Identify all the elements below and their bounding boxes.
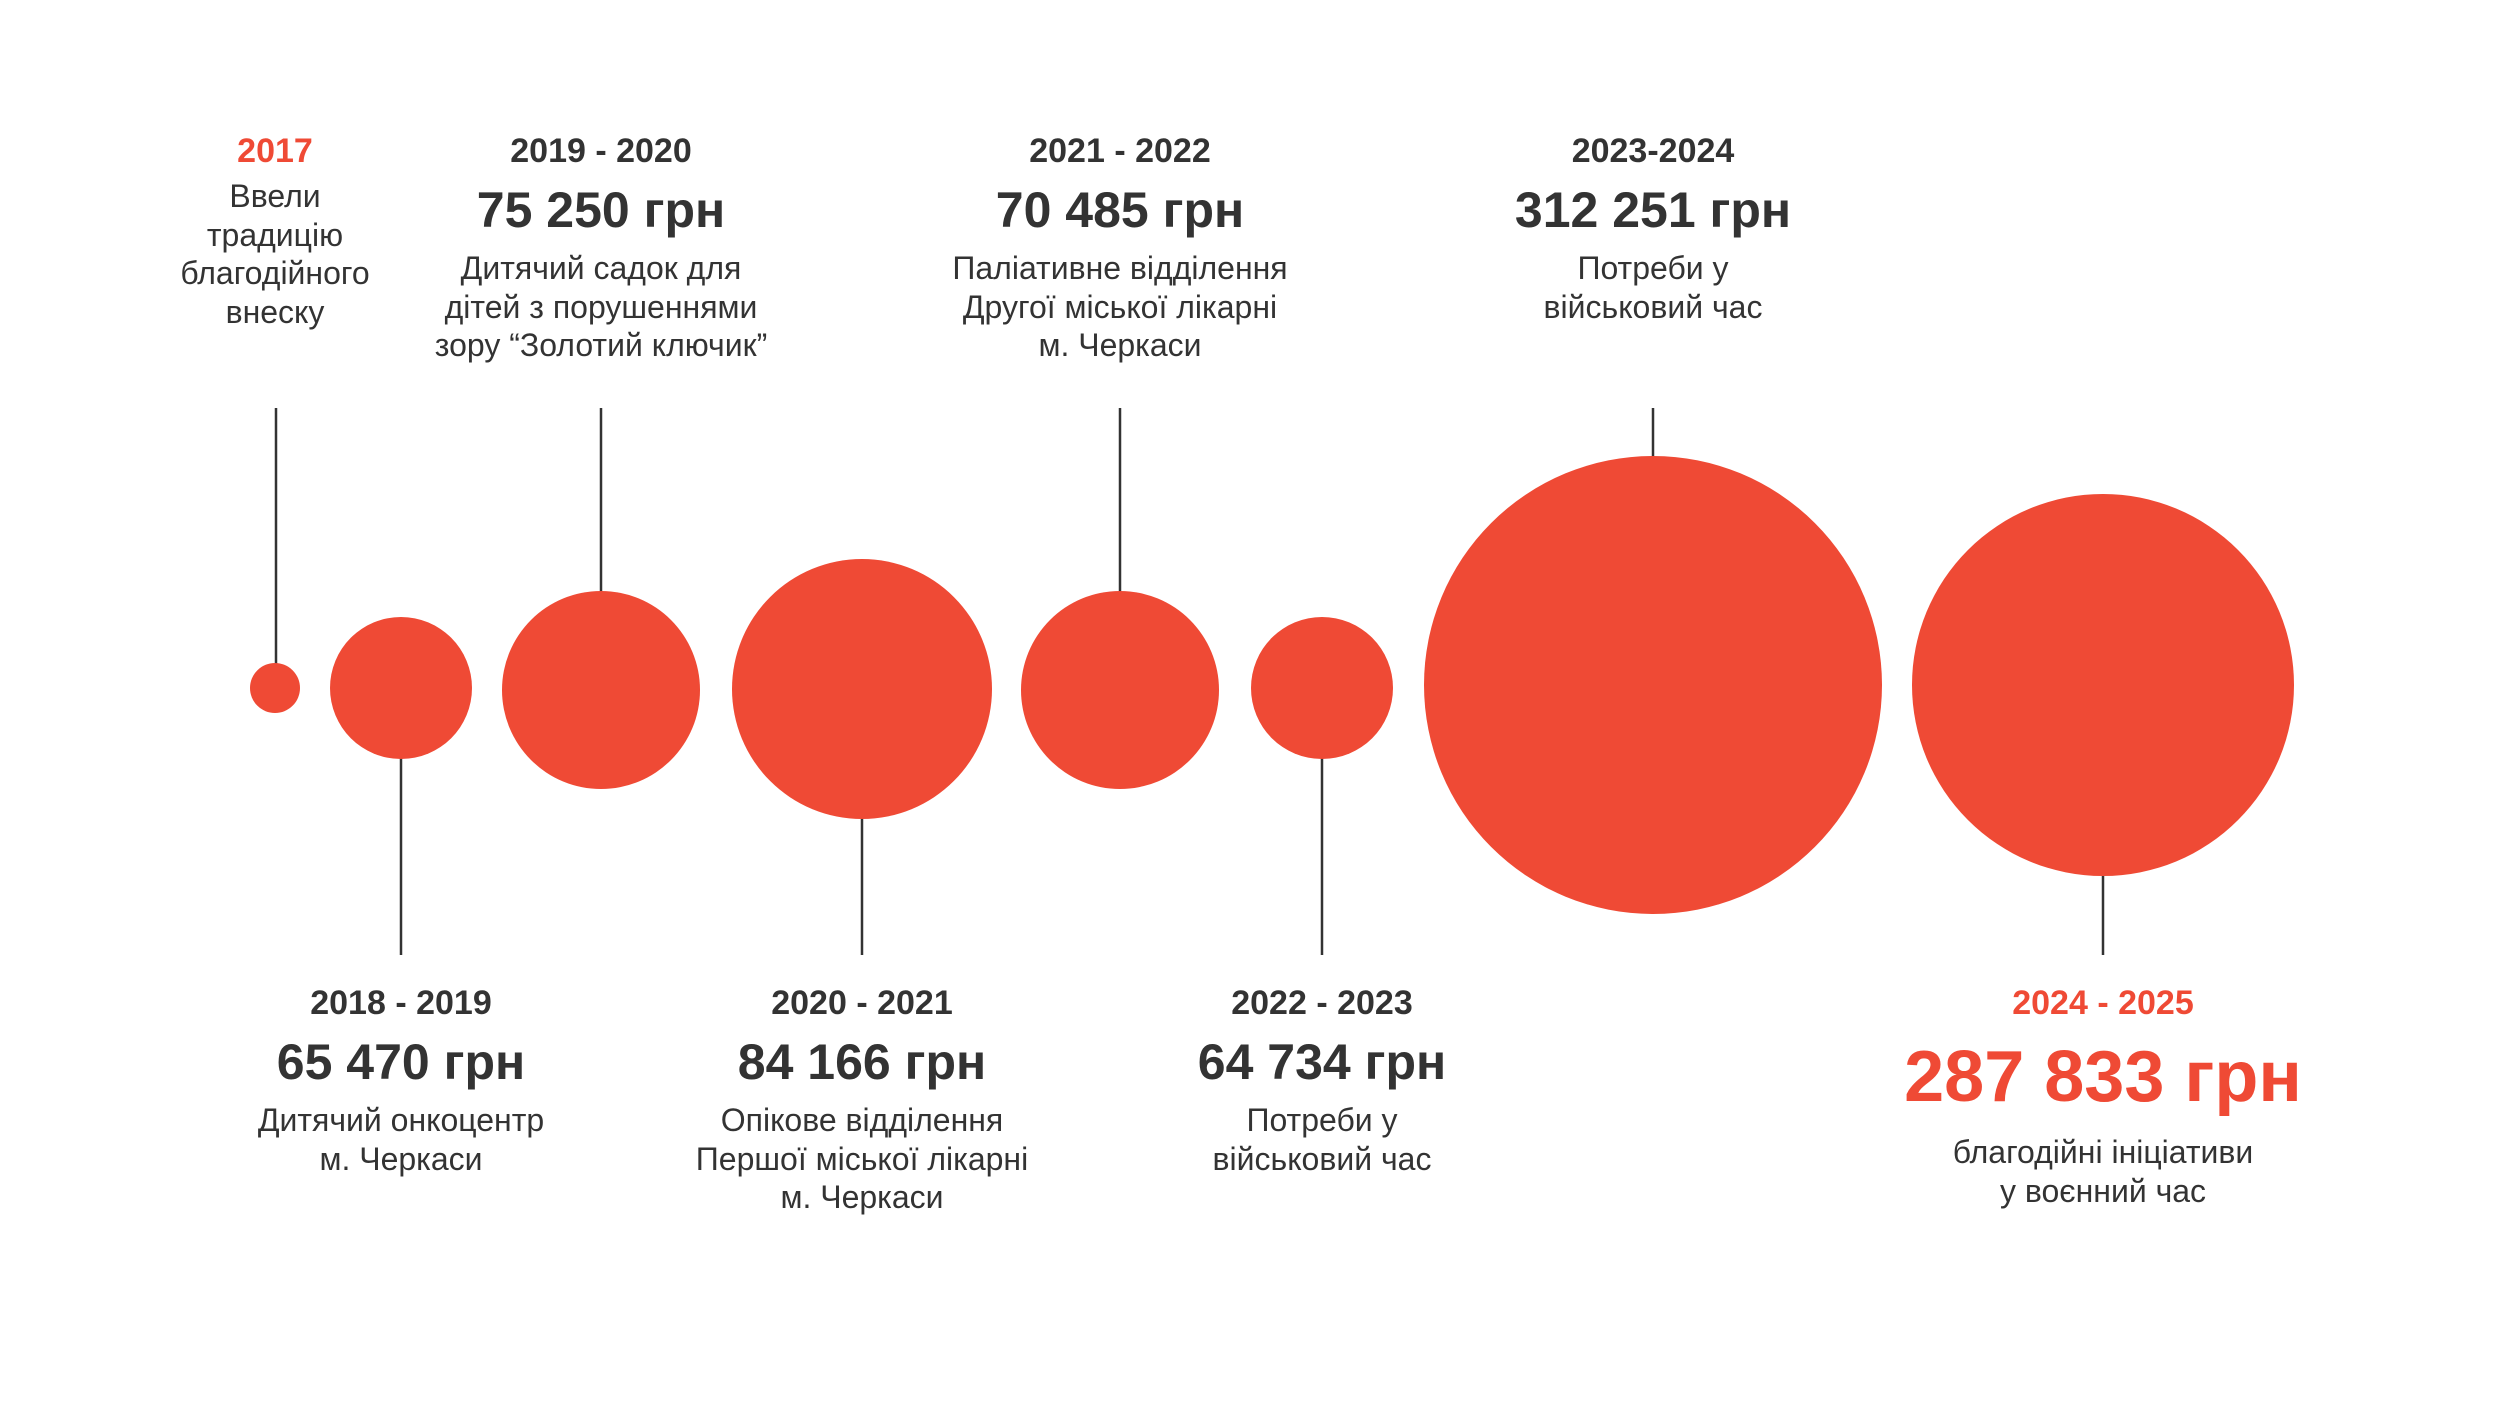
period-amount: 65 470 грн xyxy=(276,1034,526,1090)
period-description-line: Дитячий садок для xyxy=(460,250,742,286)
circle-2017 xyxy=(250,663,300,713)
period-2018-2019-label: 2018 - 2019 65 470 грн Дитячий онкоцентр… xyxy=(258,983,544,1178)
period-2021-2022-label: 2021 - 2022 70 485 грн Паліативне відділ… xyxy=(952,131,1287,365)
period-description-line: військовий час xyxy=(1212,1140,1432,1177)
period-amount: 70 485 грн xyxy=(995,182,1245,238)
circle-2018-2019 xyxy=(330,617,472,759)
period-year: 2018 - 2019 xyxy=(310,984,492,1022)
period-amount: 64 734 грн xyxy=(1197,1034,1447,1090)
circle-2020-2021 xyxy=(732,559,992,819)
period-amount: 75 250 грн xyxy=(476,182,726,238)
period-year: 2023-2024 xyxy=(1571,132,1735,170)
circle-2019-2020 xyxy=(502,591,700,789)
period-description-line: Паліативне відділення xyxy=(952,250,1288,286)
period-description-line: Опікове відділення xyxy=(720,1102,1004,1138)
period-description-line: зору “Золотий ключик” xyxy=(434,327,768,363)
period-description-line: дітей з порушеннями xyxy=(444,288,758,325)
period-description-line: Дитячий онкоцентр xyxy=(257,1102,545,1138)
period-2020-2021-label: 2020 - 2021 84 166 грн Опікове відділенн… xyxy=(696,983,1028,1217)
period-description-line: Ввели xyxy=(229,178,321,214)
period-description-line: благодійні ініціативи xyxy=(1952,1134,2254,1170)
circle-2021-2022 xyxy=(1021,591,1219,789)
period-description-line: військовий час xyxy=(1543,288,1763,325)
period-description-line: Другої міської лікарні xyxy=(962,288,1278,325)
period-year: 2024 - 2025 xyxy=(2012,984,2194,1022)
period-description-line: у воєнний час xyxy=(1999,1172,2207,1209)
period-2023-2024-label: 2023-2024 312 251 грн Потреби у військов… xyxy=(1515,131,1791,326)
period-2022-2023-label: 2022 - 2023 64 734 грн Потреби у військо… xyxy=(1198,983,1446,1178)
period-description-line: традицію xyxy=(206,216,344,253)
period-amount: 287 833 грн xyxy=(1904,1037,2302,1117)
period-description-line: Потреби у xyxy=(1577,250,1729,286)
period-year: 2019 - 2020 xyxy=(510,132,692,170)
period-year: 2022 - 2023 xyxy=(1231,984,1413,1022)
period-description-line: Потреби у xyxy=(1246,1102,1398,1138)
period-description-line: м. Черкаси xyxy=(319,1140,483,1177)
period-2017-label: 2017 Ввели традицію благодійного внеску xyxy=(180,131,369,331)
period-year: 2021 - 2022 xyxy=(1029,132,1211,170)
period-amount: 84 166 грн xyxy=(737,1034,987,1090)
period-description-line: внеску xyxy=(225,293,325,330)
period-description-line: благодійного xyxy=(180,255,370,291)
period-amount: 312 251 грн xyxy=(1514,182,1792,238)
period-year: 2017 xyxy=(237,132,313,170)
period-description-line: м. Черкаси xyxy=(780,1179,944,1215)
period-2019-2020-label: 2019 - 2020 75 250 грн Дитячий садок для… xyxy=(435,131,767,365)
period-description-line: м. Черкаси xyxy=(1038,327,1202,363)
circle-2024-2025 xyxy=(1912,494,2294,876)
period-2024-2025-label: 2024 - 2025 287 833 грн благодійні ініці… xyxy=(1904,983,2302,1210)
period-year: 2020 - 2021 xyxy=(771,984,953,1022)
period-description-line: Першої міської лікарні xyxy=(695,1140,1029,1177)
circle-2023-2024 xyxy=(1424,456,1882,914)
circle-2022-2023 xyxy=(1251,617,1393,759)
